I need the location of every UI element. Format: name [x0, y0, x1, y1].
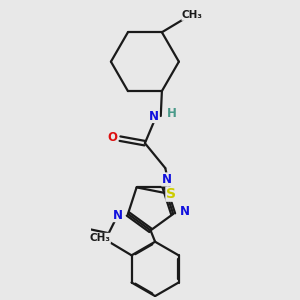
Text: N: N: [113, 208, 123, 222]
Text: S: S: [166, 187, 176, 201]
Text: CH₃: CH₃: [89, 233, 110, 243]
Text: H: H: [167, 107, 177, 120]
Text: O: O: [107, 131, 117, 144]
Text: N: N: [149, 110, 159, 122]
Text: CH₃: CH₃: [182, 10, 203, 20]
Text: N: N: [179, 205, 190, 218]
Text: N: N: [162, 173, 172, 186]
